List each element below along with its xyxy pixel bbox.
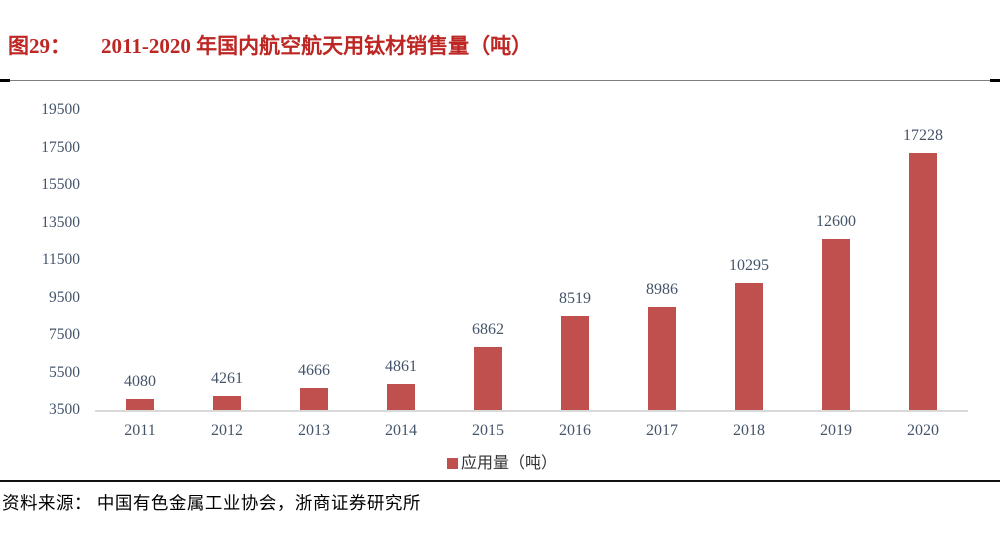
bar-value-label: 4861 (385, 358, 417, 376)
x-axis-line (95, 410, 968, 412)
divider-endcap-right (990, 79, 1000, 82)
x-axis-tick-label: 2015 (472, 422, 504, 439)
y-axis-tick-label: 9500 (49, 288, 80, 306)
bar-2012 (213, 395, 241, 410)
bar-2015 (474, 346, 502, 410)
source-note: 资料来源： 中国有色金属工业协会，浙商证券研究所 (2, 493, 421, 513)
x-axis-tick-label: 2019 (820, 422, 852, 439)
bar-value-label: 17228 (903, 126, 943, 144)
bar-value-label: 4261 (211, 369, 243, 387)
x-axis-tick-label: 2013 (298, 422, 330, 439)
y-axis-tick-label: 7500 (49, 326, 80, 343)
x-axis-tick-label: 2018 (733, 422, 765, 439)
bar-value-label: 6862 (472, 320, 504, 338)
bar-value-label: 4080 (124, 373, 156, 391)
bar-value-label: 4666 (298, 362, 330, 380)
bar-value-label: 10295 (729, 256, 769, 274)
y-axis-tick-label: 11500 (41, 251, 80, 268)
bar-2017 (648, 307, 676, 410)
bar-2018 (735, 282, 763, 410)
divider-endcap-left (0, 79, 10, 82)
y-axis-tick-label: 13500 (41, 213, 80, 231)
bar-2014 (387, 384, 415, 410)
x-axis-tick-label: 2014 (385, 422, 417, 439)
x-axis-tick-label: 2016 (559, 422, 591, 439)
x-axis-tick-label: 2012 (211, 422, 243, 439)
y-axis-tick-label: 15500 (41, 176, 80, 193)
footer-divider (0, 480, 1000, 482)
x-axis-tick-label: 2020 (907, 422, 939, 439)
y-axis-tick-label: 5500 (49, 363, 80, 381)
y-axis-tick-label: 17500 (41, 138, 80, 156)
y-axis-tick-label: 19500 (41, 101, 80, 118)
legend-swatch-icon (447, 458, 458, 469)
bar-value-label: 8519 (559, 289, 591, 307)
chart-legend: 应用量（吨） (447, 449, 557, 472)
y-axis-tick-label: 3500 (49, 401, 80, 418)
x-axis-tick-label: 2011 (124, 422, 156, 439)
bar-value-label: 8986 (646, 281, 678, 299)
bar-2013 (300, 388, 328, 410)
x-axis-tick-label: 2017 (646, 422, 678, 439)
figure-label: 图29： (8, 34, 71, 58)
figure-header: 图29： 2011-2020 年国内航空航天用钛材销售量（吨） (8, 30, 532, 60)
bar-2011 (126, 399, 154, 410)
bar-2019 (822, 239, 850, 410)
bar-chart: 3500 5500 7500 9500 11500 13500 15500 17500 1950… (41, 101, 968, 439)
bar-2016 (561, 315, 589, 410)
figure-title: 2011-2020 年国内航空航天用钛材销售量（吨） (101, 34, 533, 58)
legend-label: 应用量（吨） (461, 455, 558, 472)
bar-2020 (909, 152, 937, 410)
bar-value-label: 12600 (816, 213, 856, 231)
header-divider (0, 80, 1000, 81)
